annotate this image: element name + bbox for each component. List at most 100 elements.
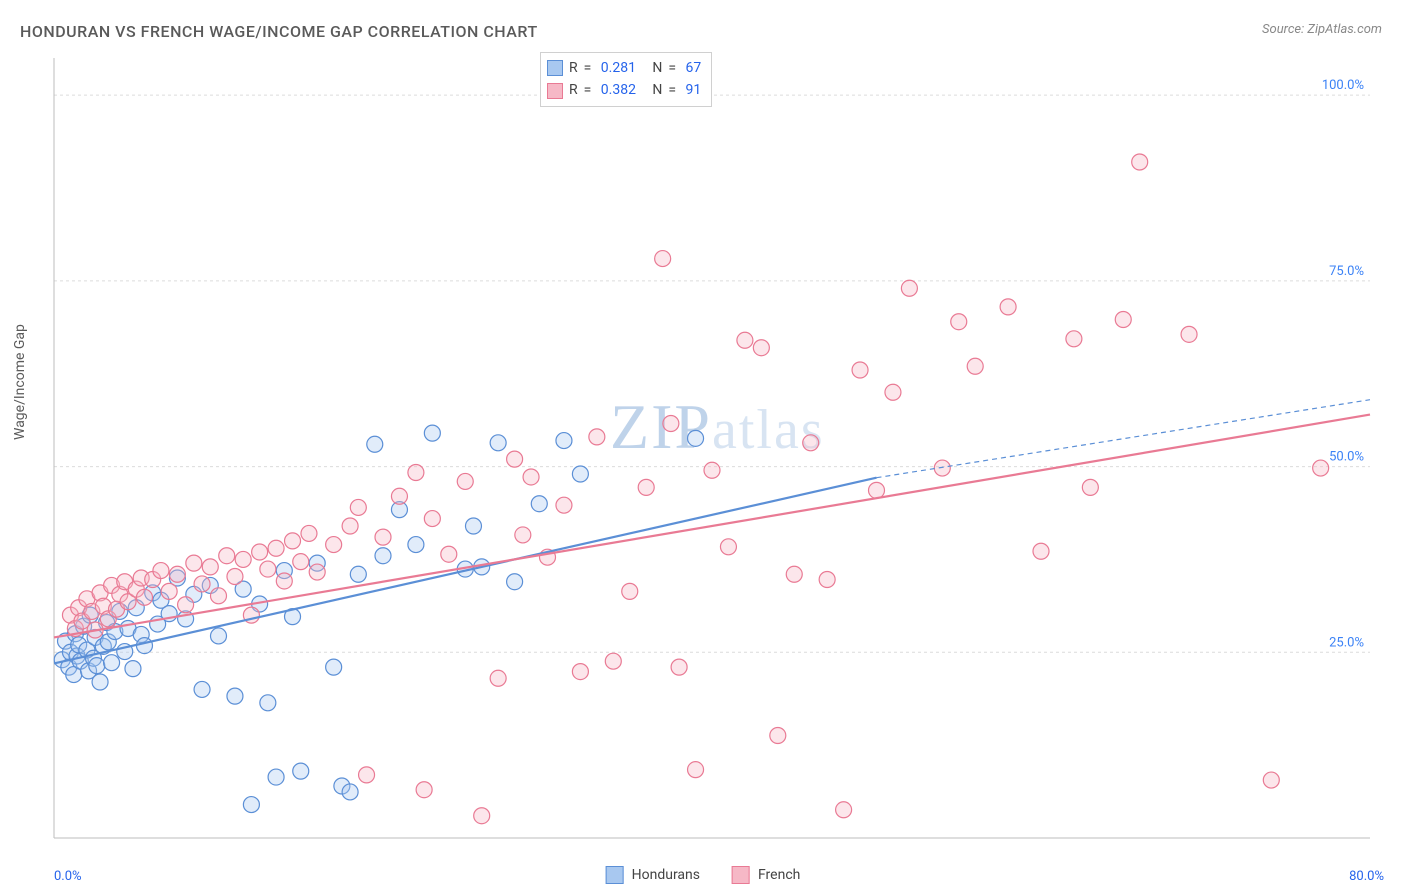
scatter-point <box>852 362 868 378</box>
scatter-point <box>260 561 276 577</box>
scatter-point <box>688 762 704 778</box>
scatter-point <box>507 451 523 467</box>
scatter-point <box>293 554 309 570</box>
legend-n-label: N <box>642 57 662 79</box>
y-tick-label: 25.0% <box>1329 635 1364 650</box>
scatter-point <box>507 574 523 590</box>
scatter-point <box>622 583 638 599</box>
legend-swatch <box>547 83 563 99</box>
scatter-point <box>125 661 141 677</box>
scatter-point <box>490 670 506 686</box>
scatter-point <box>786 566 802 582</box>
legend-eq: = <box>584 79 592 101</box>
scatter-point <box>770 727 786 743</box>
scatter-point <box>424 511 440 527</box>
scatter-point <box>490 435 506 451</box>
scatter-point <box>515 527 531 543</box>
series-legend-item: French <box>732 866 800 884</box>
scatter-point <box>186 555 202 571</box>
scatter-point <box>869 482 885 498</box>
scatter-point <box>293 763 309 779</box>
scatter-point <box>326 537 342 553</box>
scatter-point <box>1000 299 1016 315</box>
scatter-point <box>523 469 539 485</box>
chart-container: 25.0%50.0%75.0%100.0% <box>50 48 1388 852</box>
scatter-point <box>836 802 852 818</box>
scatter-point <box>424 425 440 441</box>
series-legend: Hondurans French <box>606 866 801 884</box>
legend-swatch <box>606 866 624 884</box>
scatter-point <box>1033 543 1049 559</box>
x-axis-end-label: 80.0% <box>1349 869 1384 884</box>
scatter-point <box>556 433 572 449</box>
scatter-point <box>268 540 284 556</box>
scatter-point <box>260 695 276 711</box>
scatter-point <box>375 529 391 545</box>
stats-legend-row: R= 0.382 N= 91 <box>547 79 701 101</box>
scatter-point <box>169 566 185 582</box>
scatter-point <box>326 659 342 675</box>
source-attrib: Source: ZipAtlas.com <box>1262 22 1382 37</box>
scatter-point <box>441 546 457 562</box>
scatter-point <box>572 466 588 482</box>
scatter-point <box>1115 311 1131 327</box>
stats-legend-row: R= 0.281 N= 67 <box>547 57 701 79</box>
legend-r-label: R <box>569 79 578 101</box>
scatter-point <box>803 435 819 451</box>
scatter-point <box>391 488 407 504</box>
legend-r-value: 0.281 <box>597 57 636 79</box>
scatter-point <box>104 655 120 671</box>
x-axis-start-label: 0.0% <box>54 869 82 884</box>
scatter-point <box>92 674 108 690</box>
scatter-point <box>219 548 235 564</box>
scatter-point <box>1132 154 1148 170</box>
scatter-point <box>1313 460 1329 476</box>
scatter-point <box>465 518 481 534</box>
scatter-point <box>276 573 292 589</box>
scatter-plot: 25.0%50.0%75.0%100.0% <box>50 48 1388 852</box>
scatter-point <box>350 499 366 515</box>
scatter-point <box>819 571 835 587</box>
scatter-point <box>227 569 243 585</box>
scatter-point <box>161 583 177 599</box>
series-legend-label: French <box>758 867 800 883</box>
scatter-point <box>342 784 358 800</box>
scatter-point <box>252 544 268 560</box>
scatter-point <box>408 537 424 553</box>
scatter-point <box>556 497 572 513</box>
scatter-point <box>194 681 210 697</box>
scatter-point <box>211 628 227 644</box>
y-tick-label: 75.0% <box>1329 264 1364 279</box>
scatter-point <box>638 479 654 495</box>
legend-swatch <box>732 866 750 884</box>
legend-swatch <box>547 60 563 76</box>
chart-title: HONDURAN VS FRENCH WAGE/INCOME GAP CORRE… <box>20 22 538 41</box>
scatter-point <box>605 653 621 669</box>
scatter-point <box>359 767 375 783</box>
legend-eq: = <box>584 57 592 79</box>
scatter-point <box>704 462 720 478</box>
legend-n-value: 91 <box>682 79 701 101</box>
scatter-point <box>1263 772 1279 788</box>
legend-n-label: N <box>642 79 662 101</box>
scatter-point <box>1066 331 1082 347</box>
legend-n-value: 67 <box>682 57 701 79</box>
legend-eq: = <box>668 57 676 79</box>
stats-legend: R= 0.281 N= 67R= 0.382 N= 91 <box>540 52 712 107</box>
y-tick-label: 100.0% <box>1322 78 1364 93</box>
scatter-point <box>1181 326 1197 342</box>
scatter-point <box>202 559 218 575</box>
scatter-point <box>194 576 210 592</box>
scatter-point <box>301 525 317 541</box>
scatter-point <box>753 340 769 356</box>
scatter-point <box>572 664 588 680</box>
scatter-point <box>1082 479 1098 495</box>
scatter-point <box>688 430 704 446</box>
scatter-point <box>89 658 105 674</box>
scatter-point <box>268 769 284 785</box>
scatter-point <box>474 808 490 824</box>
scatter-point <box>589 429 605 445</box>
scatter-point <box>531 496 547 512</box>
scatter-point <box>967 358 983 374</box>
series-legend-label: Hondurans <box>632 867 700 883</box>
